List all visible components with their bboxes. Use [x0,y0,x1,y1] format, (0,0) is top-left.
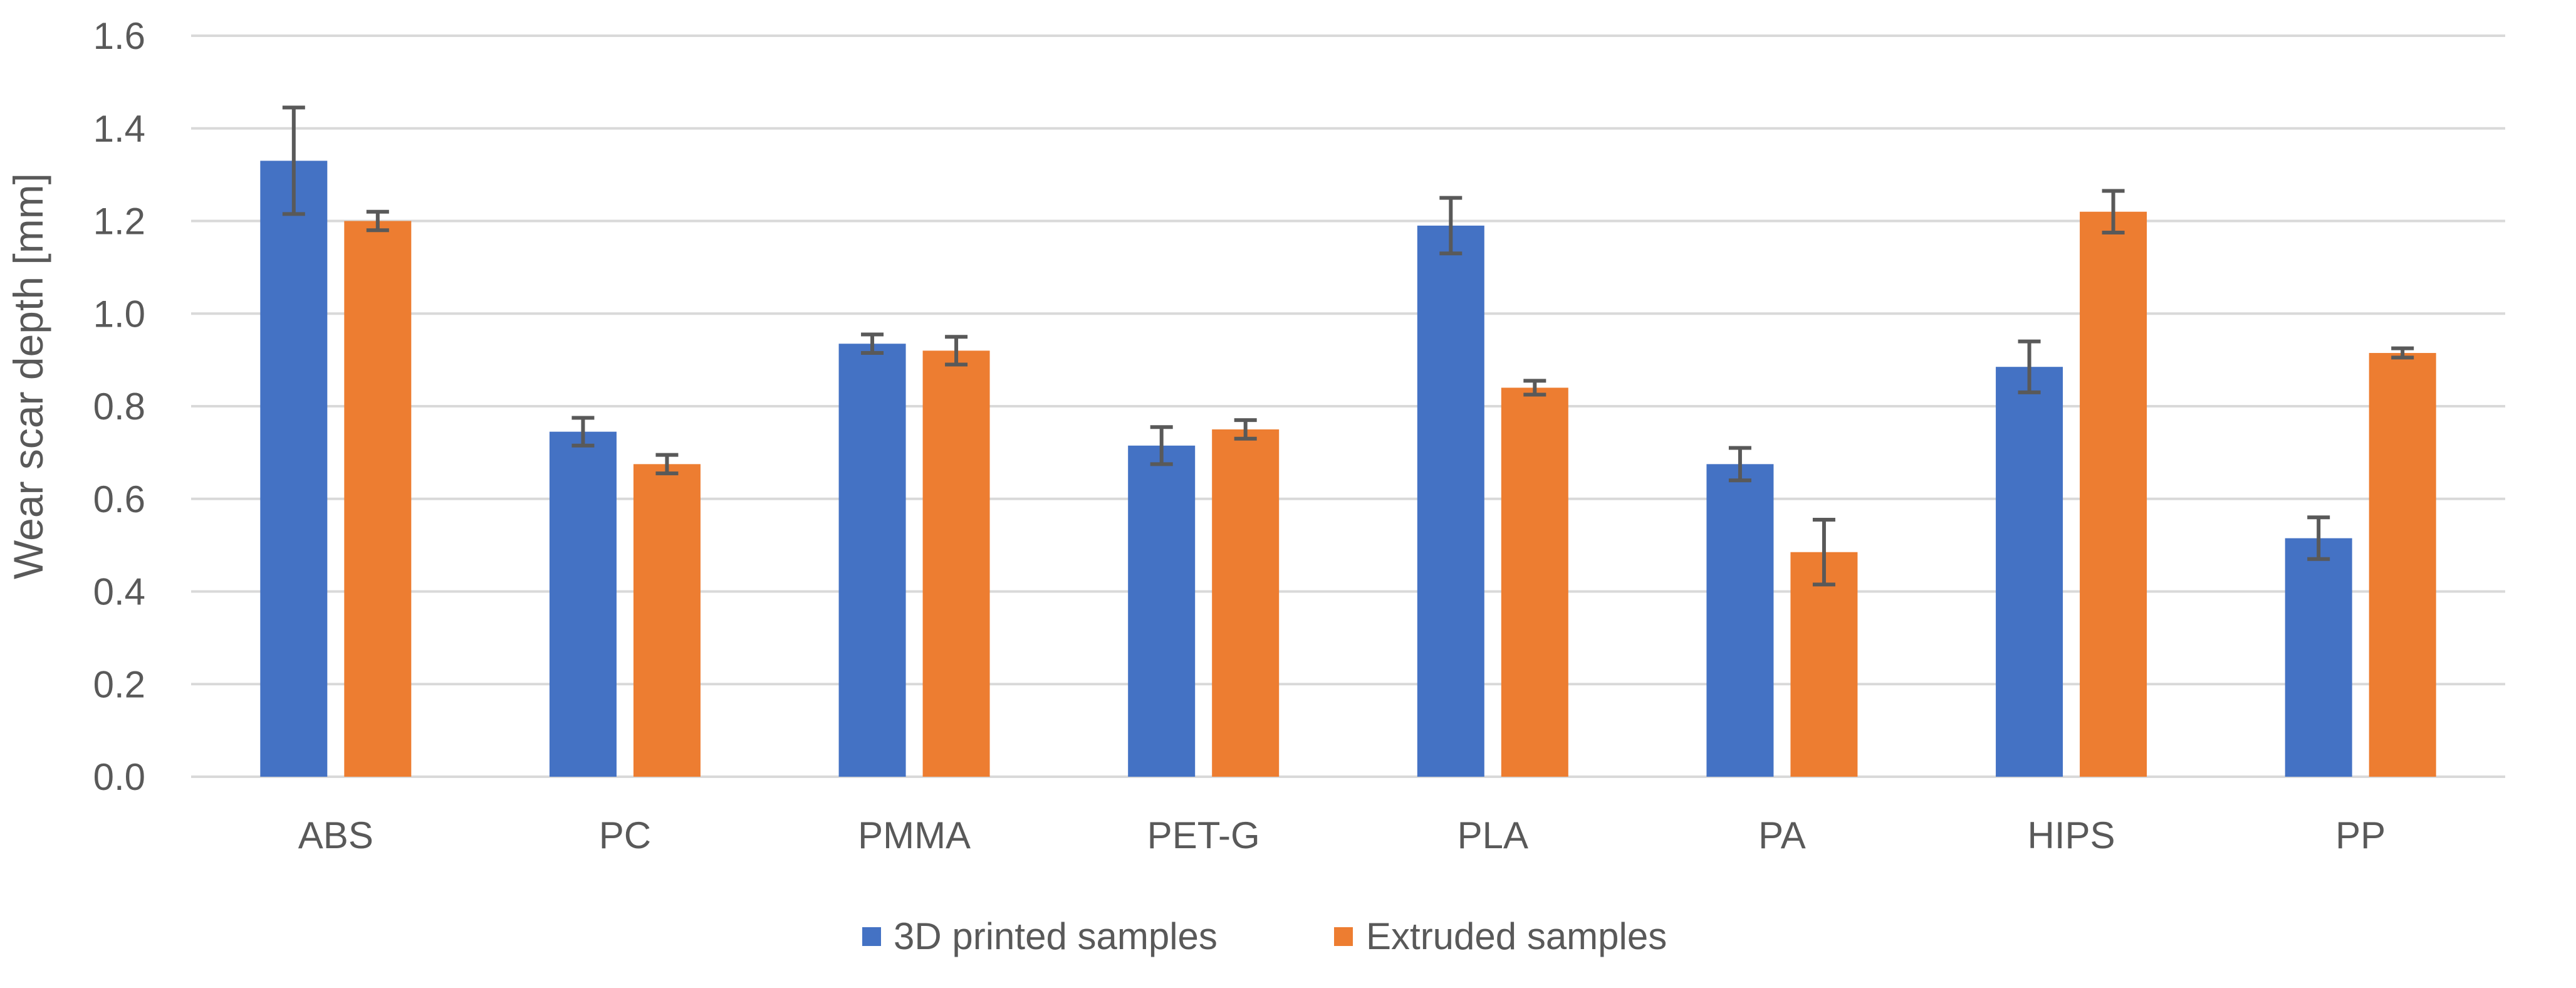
y-axis-ticks: 0.0 0.2 0.4 0.6 0.8 1.0 1.2 1.4 1.6 [93,15,145,798]
x-category-label: PLA [1457,814,1528,856]
x-category-label: PMMA [858,814,971,856]
bar-3d-printed-pla [1417,225,1484,777]
bar-3d-printed-hips [1996,367,2063,777]
legend-swatch-extruded [1334,927,1353,946]
grid-lines [191,34,2505,778]
y-tick-label: 1.6 [93,15,145,57]
y-tick-label: 0.6 [93,478,145,520]
legend-label-3d-printed: 3D printed samples [894,915,1218,957]
bar-3d-printed-abs [260,160,328,777]
y-tick-label: 0.8 [93,386,145,428]
y-tick-label: 1.4 [93,108,145,150]
bar-extruded-pet-g [1212,429,1280,777]
legend: 3D printed samples Extruded samples [862,915,1667,957]
x-category-label: PP [2335,814,2386,856]
y-tick-label: 1.0 [93,293,145,335]
y-tick-label: 1.2 [93,201,145,243]
y-tick-label: 0.2 [93,663,145,705]
bar-extruded-pc [633,464,701,777]
bar-extruded-pa [1790,552,1858,777]
x-category-label: PC [599,814,651,856]
bar-3d-printed-pc [549,431,617,777]
x-category-label: ABS [298,814,373,856]
bar-extruded-abs [344,221,412,777]
bar-extruded-pp [2369,353,2436,777]
x-category-label: PET-G [1147,814,1260,856]
bar-extruded-pla [1501,387,1568,777]
y-tick-label: 0.4 [93,571,145,613]
x-axis-categories: ABS PC PMMA PET-G PLA PA HIPS PP [298,814,2386,856]
x-category-label: HIPS [2028,814,2115,856]
bars [260,160,2436,777]
bar-3d-printed-pet-g [1128,445,1196,777]
legend-label-extruded: Extruded samples [1366,915,1667,957]
bar-3d-printed-pp [2285,538,2352,777]
y-tick-label: 0.0 [93,756,145,798]
legend-swatch-3d-printed [862,927,881,946]
bar-extruded-hips [2080,211,2147,777]
x-category-label: PA [1758,814,1806,856]
y-axis-title: Wear scar depth [mm] [5,173,51,579]
error-bars [282,105,2414,587]
bar-3d-printed-pa [1706,464,1774,777]
bar-extruded-pmma [922,350,990,777]
bar-3d-printed-pmma [838,344,906,777]
